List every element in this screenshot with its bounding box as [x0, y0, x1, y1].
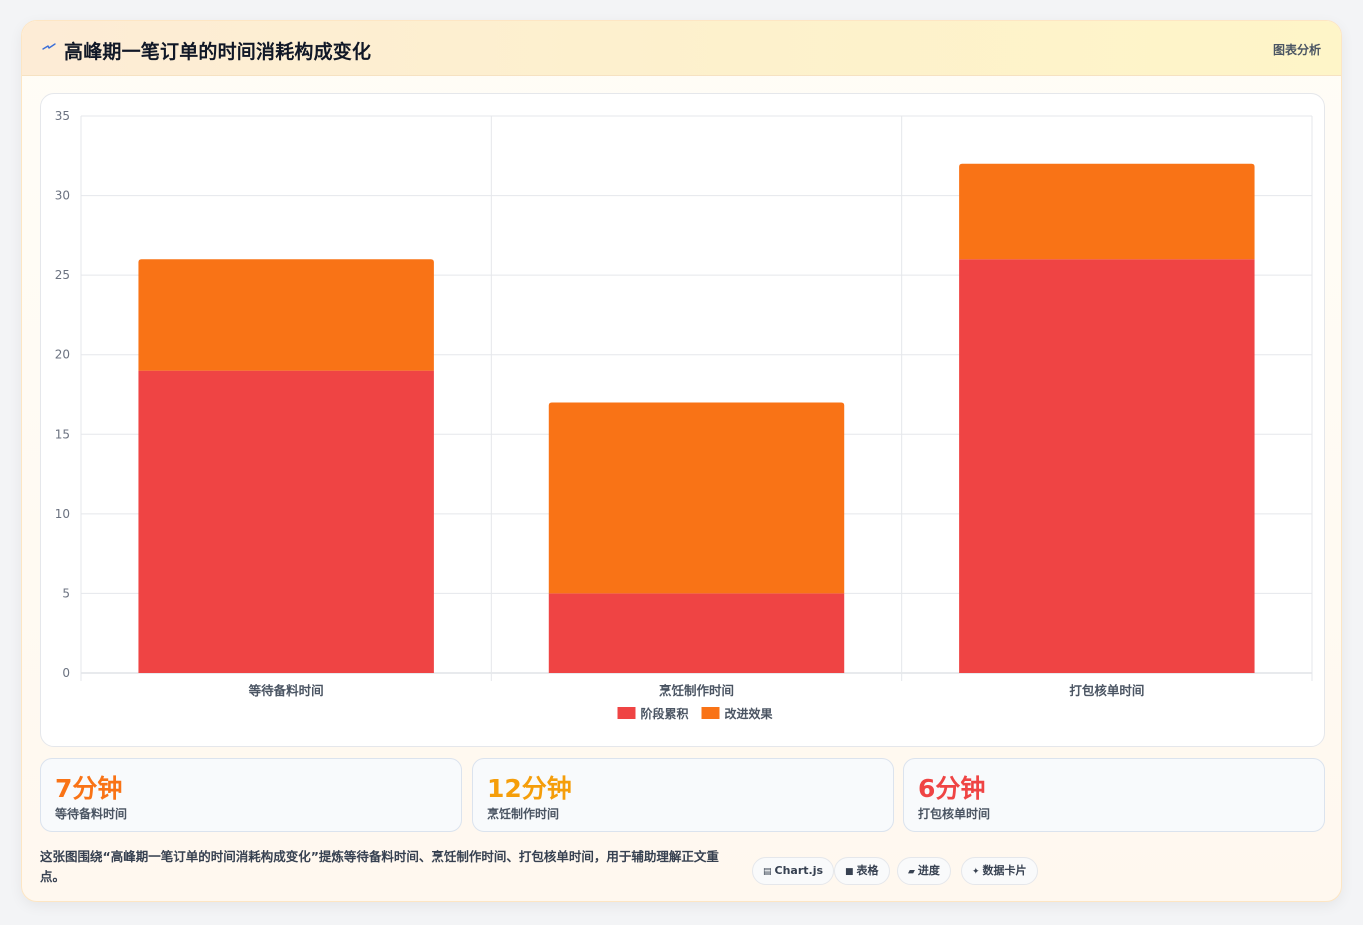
stat-label: 烹饪制作时间: [487, 807, 560, 821]
chip-data-card[interactable]: ✦ 数据卡片: [961, 857, 1038, 885]
chart-card: 高峰期一笔订单的时间消耗构成变化 图表分析 0 5 10 15 20 25 30 35 等待备料…: [21, 20, 1342, 902]
stat-value: 6分钟: [918, 774, 986, 803]
y-tick-label: 5: [62, 586, 70, 600]
legend-label: 阶段累积: [641, 706, 689, 721]
bar-segment: [138, 259, 434, 371]
chip-chartjs[interactable]: ▤ Chart.js: [752, 857, 835, 885]
y-tick-label: 15: [55, 427, 70, 441]
legend-swatch: [617, 707, 636, 719]
y-tick-label: 30: [55, 189, 70, 203]
x-tick-label: 打包核单时间: [1069, 683, 1144, 698]
stat-label: 打包核单时间: [918, 807, 991, 821]
bar-segment: [959, 259, 1255, 673]
chip-table[interactable]: ■ 表格: [834, 857, 890, 885]
legend-label: 改进效果: [725, 706, 773, 721]
chip-progress[interactable]: ▰ 进度: [897, 857, 951, 885]
stat-value: 7分钟: [55, 774, 123, 803]
y-tick-label: 35: [55, 109, 70, 123]
chart-caption: 这张图围绕“高峰期一笔订单的时间消耗构成变化”提炼等待备料时间、烹饪制作时间、打…: [40, 849, 719, 884]
stat-label: 等待备料时间: [55, 807, 128, 821]
page-title: 高峰期一笔订单的时间消耗构成变化: [64, 41, 372, 63]
chip-label: 进度: [917, 864, 940, 877]
chip-label: Chart.js: [774, 864, 824, 877]
sparkle-icon: ✦: [972, 867, 980, 877]
bar-segment: [138, 370, 434, 673]
chart-icon: ▤: [763, 867, 772, 877]
y-tick-label: 25: [55, 268, 70, 282]
lightning-icon: [42, 43, 56, 50]
stat-cards: 7分钟 等待备料时间 12分钟 烹饪制作时间 6分钟 打包核单时间: [40, 758, 1325, 832]
stat-card: 6分钟 打包核单时间: [903, 758, 1325, 832]
bar-segment: [548, 402, 845, 594]
progress-icon: ▰: [908, 867, 915, 877]
y-tick-label: 0: [62, 666, 70, 680]
stat-card: 7分钟 等待备料时间: [40, 758, 462, 832]
stat-card: 12分钟 烹饪制作时间: [472, 758, 894, 832]
x-tick-label: 烹饪制作时间: [659, 683, 734, 698]
bar-segment: [959, 163, 1255, 260]
x-tick-label: 等待备料时间: [248, 683, 324, 698]
chip-label: 数据卡片: [982, 864, 1027, 877]
header-tag: 图表分析: [1272, 43, 1321, 57]
stat-value: 12分钟: [487, 774, 572, 803]
y-tick-label: 20: [55, 348, 70, 362]
table-icon: ■: [845, 867, 854, 877]
y-tick-label: 10: [55, 507, 70, 521]
chip-label: 表格: [856, 864, 879, 877]
chart-container: 0 5 10 15 20 25 30 35 等待备料时间 烹饪制作时间 打包核单时间阶段累积 改进效果: [40, 93, 1325, 747]
legend-swatch: [701, 707, 720, 719]
bar-segment: [548, 593, 845, 673]
card-header: 高峰期一笔订单的时间消耗构成变化 图表分析: [22, 21, 1341, 76]
